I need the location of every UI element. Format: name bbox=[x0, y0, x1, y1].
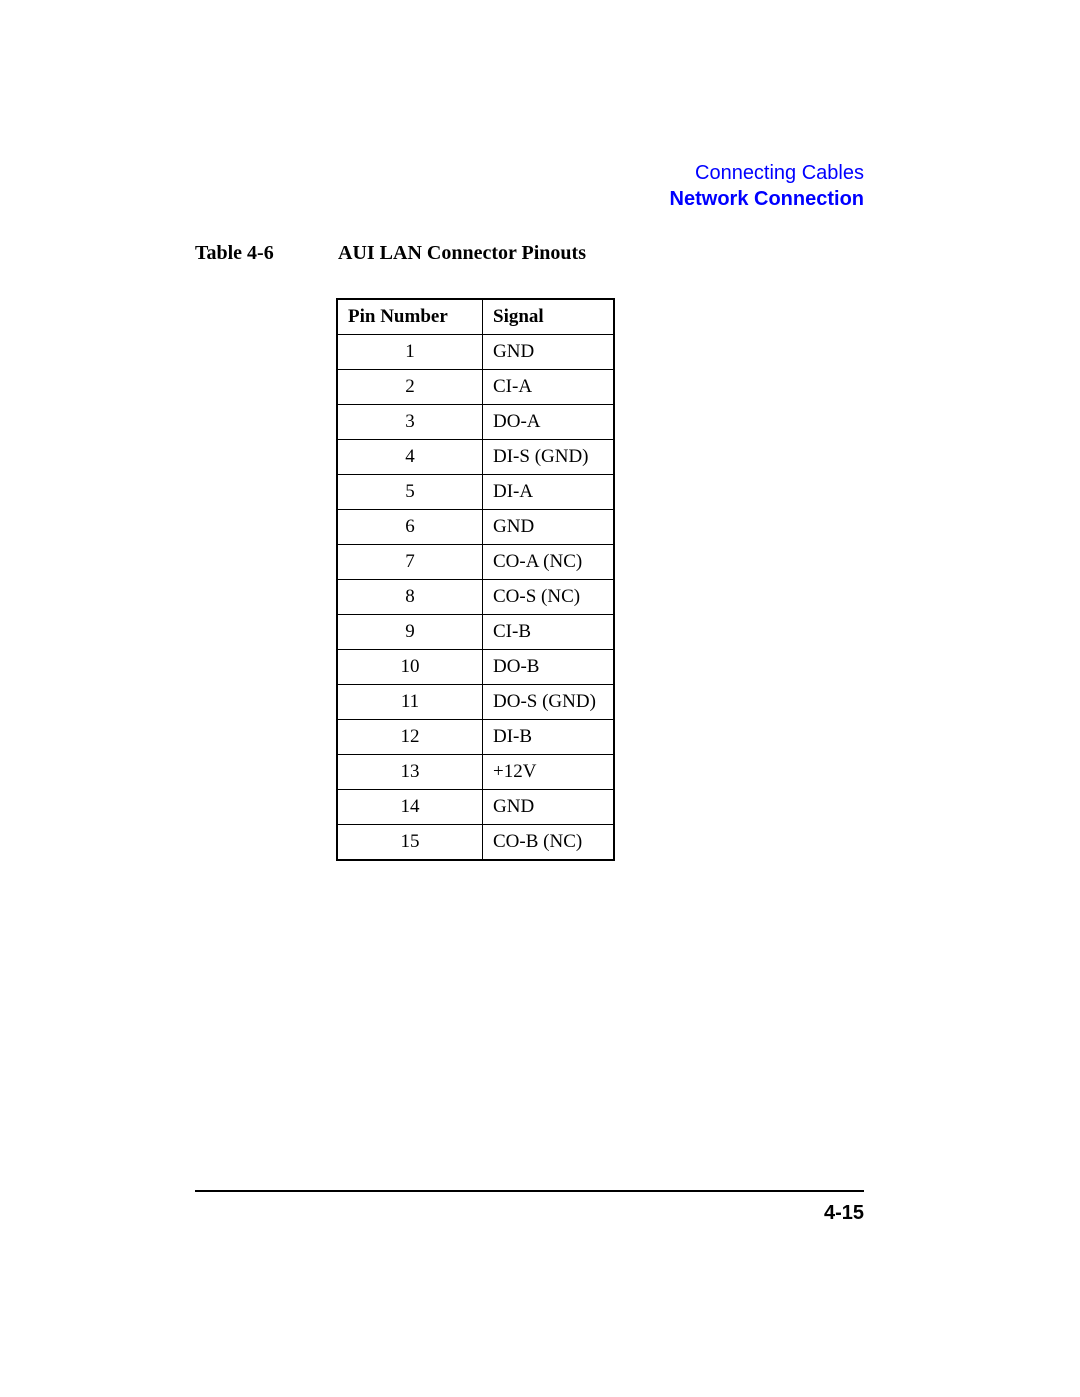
cell-pin: 11 bbox=[337, 685, 483, 720]
cell-pin: 2 bbox=[337, 370, 483, 405]
cell-pin: 8 bbox=[337, 580, 483, 615]
table-row: 14GND bbox=[337, 790, 614, 825]
cell-signal: GND bbox=[483, 790, 615, 825]
table-row: 5DI-A bbox=[337, 475, 614, 510]
col-header-pin: Pin Number bbox=[337, 299, 483, 335]
cell-signal: CI-A bbox=[483, 370, 615, 405]
cell-signal: +12V bbox=[483, 755, 615, 790]
cell-pin: 12 bbox=[337, 720, 483, 755]
cell-pin: 1 bbox=[337, 335, 483, 370]
header-section: Network Connection bbox=[670, 186, 864, 212]
footer-rule bbox=[195, 1190, 864, 1192]
cell-signal: DO-A bbox=[483, 405, 615, 440]
page-number: 4-15 bbox=[824, 1202, 864, 1225]
table-row: 6GND bbox=[337, 510, 614, 545]
table-row: 13+12V bbox=[337, 755, 614, 790]
table-header-row: Pin Number Signal bbox=[337, 299, 614, 335]
col-header-signal: Signal bbox=[483, 299, 615, 335]
caption-label: Table 4-6 bbox=[195, 242, 315, 265]
cell-signal: DI-A bbox=[483, 475, 615, 510]
cell-signal: CO-B (NC) bbox=[483, 825, 615, 861]
table-row: 2CI-A bbox=[337, 370, 614, 405]
table-row: 7CO-A (NC) bbox=[337, 545, 614, 580]
table-caption: Table 4-6 AUI LAN Connector Pinouts bbox=[195, 242, 586, 265]
cell-signal: GND bbox=[483, 335, 615, 370]
cell-signal: DI-S (GND) bbox=[483, 440, 615, 475]
table-row: 11DO-S (GND) bbox=[337, 685, 614, 720]
table-row: 4DI-S (GND) bbox=[337, 440, 614, 475]
cell-pin: 10 bbox=[337, 650, 483, 685]
cell-signal: GND bbox=[483, 510, 615, 545]
page: Connecting Cables Network Connection Tab… bbox=[0, 0, 1080, 1397]
table-row: 3DO-A bbox=[337, 405, 614, 440]
cell-signal: DI-B bbox=[483, 720, 615, 755]
cell-pin: 14 bbox=[337, 790, 483, 825]
table-row: 1GND bbox=[337, 335, 614, 370]
cell-signal: DO-S (GND) bbox=[483, 685, 615, 720]
cell-pin: 15 bbox=[337, 825, 483, 861]
cell-pin: 7 bbox=[337, 545, 483, 580]
cell-pin: 13 bbox=[337, 755, 483, 790]
table-row: 10DO-B bbox=[337, 650, 614, 685]
header-chapter: Connecting Cables bbox=[670, 160, 864, 186]
cell-pin: 9 bbox=[337, 615, 483, 650]
cell-pin: 3 bbox=[337, 405, 483, 440]
cell-pin: 5 bbox=[337, 475, 483, 510]
table-row: 12DI-B bbox=[337, 720, 614, 755]
cell-signal: DO-B bbox=[483, 650, 615, 685]
pinout-table: Pin Number Signal 1GND 2CI-A 3DO-A 4DI-S… bbox=[336, 298, 615, 861]
page-header: Connecting Cables Network Connection bbox=[670, 160, 864, 212]
table-row: 8CO-S (NC) bbox=[337, 580, 614, 615]
cell-pin: 4 bbox=[337, 440, 483, 475]
cell-pin: 6 bbox=[337, 510, 483, 545]
caption-title: AUI LAN Connector Pinouts bbox=[338, 242, 586, 265]
table-row: 9CI-B bbox=[337, 615, 614, 650]
cell-signal: CI-B bbox=[483, 615, 615, 650]
table-row: 15CO-B (NC) bbox=[337, 825, 614, 861]
cell-signal: CO-A (NC) bbox=[483, 545, 615, 580]
cell-signal: CO-S (NC) bbox=[483, 580, 615, 615]
